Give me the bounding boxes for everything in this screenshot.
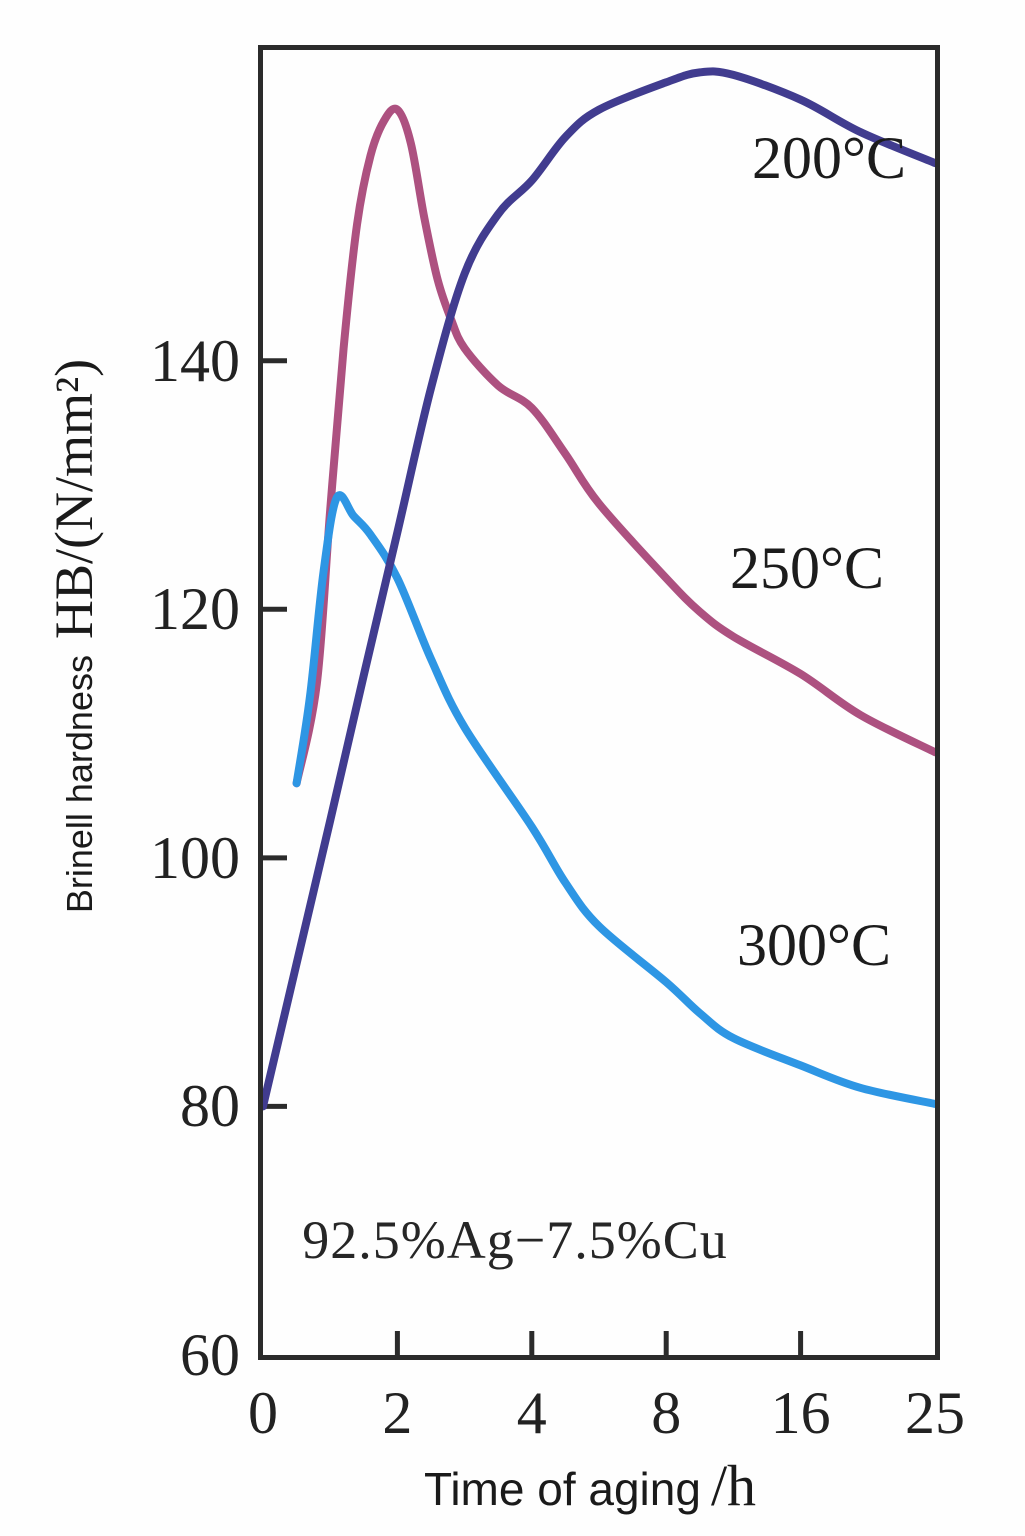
series-curve-250c <box>292 104 935 788</box>
curve-label-300c: 300°C <box>737 912 892 978</box>
x-tick-label: 4 <box>516 1380 547 1446</box>
y-tick-label: 120 <box>150 576 240 643</box>
y-axis-title-text: Brinell hardness <box>59 655 100 914</box>
x-tick-label: 25 <box>905 1380 965 1446</box>
alloy-annotation: 92.5%Ag−7.5%Cu <box>302 1210 728 1270</box>
y-tick-label: 80 <box>180 1073 240 1140</box>
x-axis-title: Time of aging /h <box>250 1452 930 1519</box>
plot-area <box>258 45 940 1360</box>
chart-canvas <box>263 67 935 1355</box>
y-axis-unit-text: HB/(N/mm²) <box>44 358 104 640</box>
series-curve-200c <box>263 67 935 1111</box>
x-tick-label: 0 <box>248 1380 278 1446</box>
x-axis-title-text: Time of aging <box>423 1463 701 1515</box>
x-tick-label: 2 <box>382 1380 413 1446</box>
series-curve-300c <box>292 491 935 1108</box>
y-axis-title: Brinell hardness HB/(N/mm²) <box>43 359 107 913</box>
x-tick-label: 8 <box>651 1380 682 1446</box>
curve-label-200c: 200°C <box>752 125 907 191</box>
x-axis-unit-text: /h <box>710 1453 757 1518</box>
y-tick-label: 60 <box>180 1322 240 1388</box>
y-tick-label: 140 <box>150 327 240 394</box>
y-tick-label: 100 <box>150 824 240 891</box>
x-tick-label: 16 <box>770 1380 831 1446</box>
curve-label-250c: 250°C <box>730 535 885 601</box>
